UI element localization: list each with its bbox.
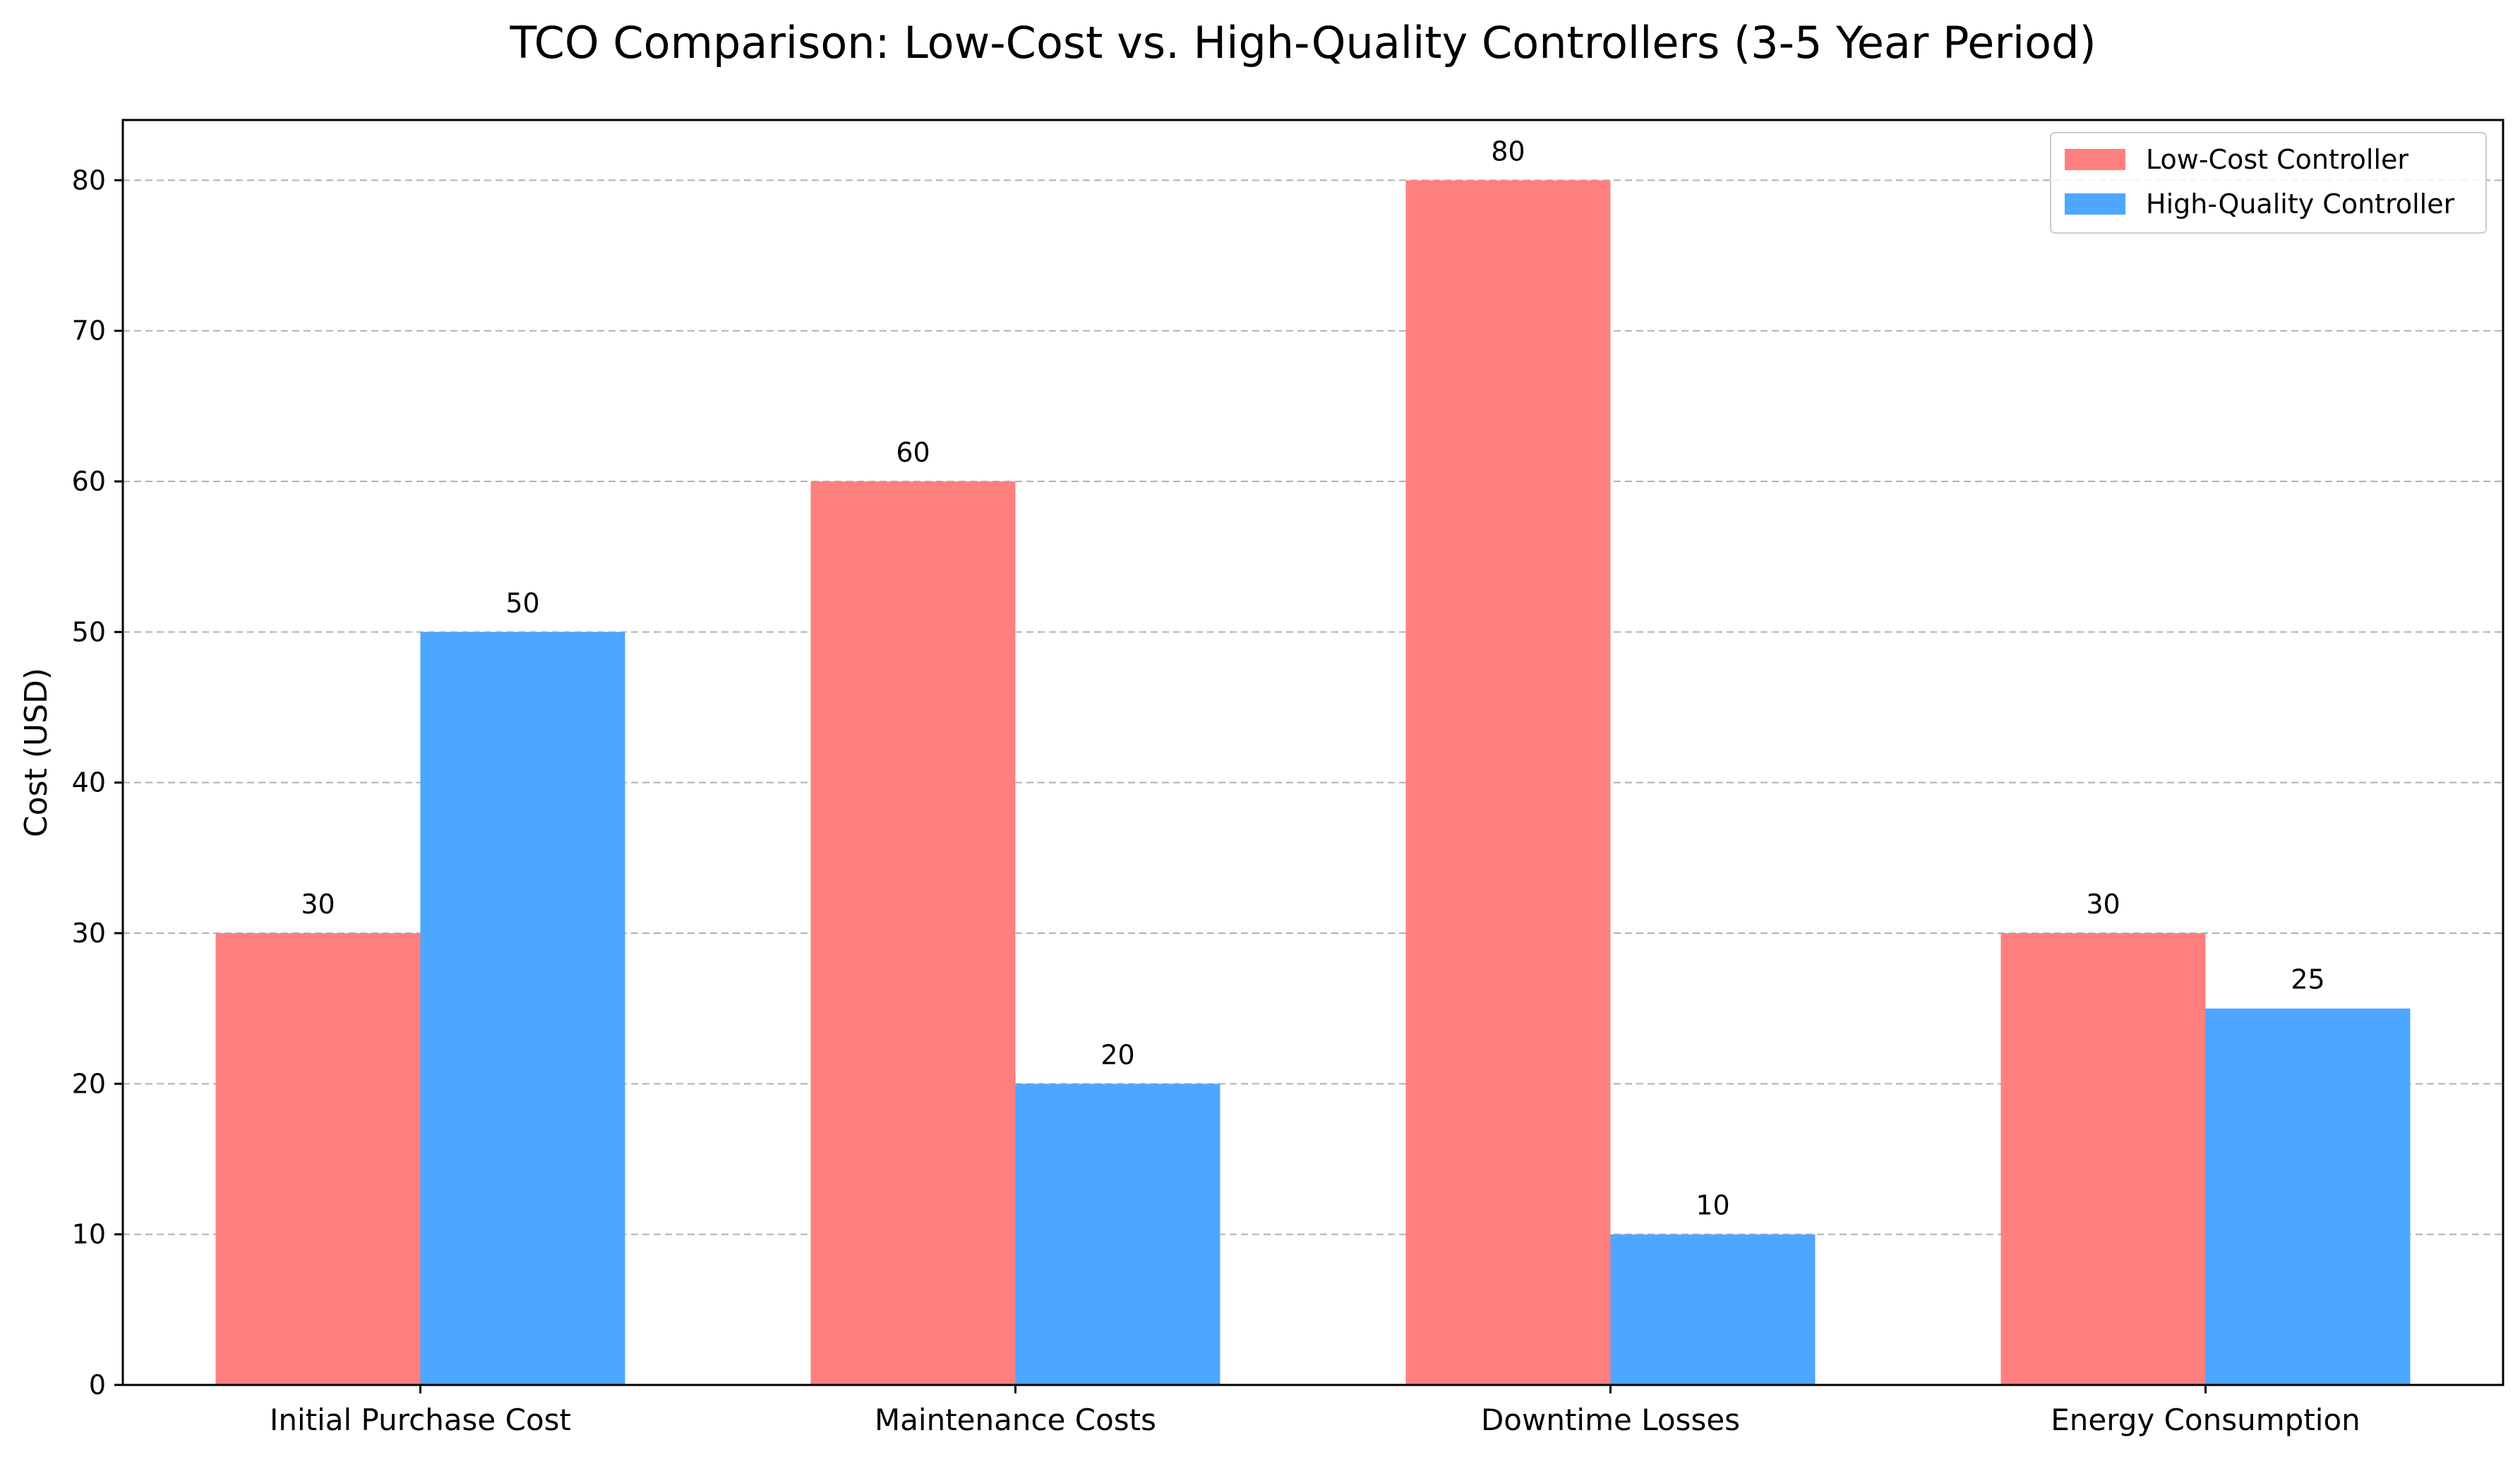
bar-high-quality bbox=[2205, 1008, 2411, 1385]
legend-box bbox=[2050, 132, 2487, 234]
bar-low-cost bbox=[1405, 180, 1611, 1385]
y-tick-label: 20 bbox=[72, 1068, 106, 1099]
legend-swatch-high-quality bbox=[2065, 193, 2125, 215]
x-tick-label: Initial Purchase Cost bbox=[270, 1403, 571, 1437]
bar-low-cost bbox=[2000, 933, 2206, 1385]
x-tick-label: Downtime Losses bbox=[1481, 1403, 1740, 1437]
x-tick-label: Energy Consumption bbox=[2051, 1403, 2360, 1437]
x-axis: Initial Purchase Cost Maintenance Costs Do… bbox=[270, 1385, 2360, 1437]
bar-high-quality bbox=[1015, 1084, 1220, 1385]
y-tick-label: 30 bbox=[72, 918, 106, 949]
y-tick-label: 40 bbox=[72, 767, 106, 798]
legend-label-high-quality: High-Quality Controller bbox=[2146, 188, 2455, 220]
x-tick-label: Maintenance Costs bbox=[875, 1403, 1156, 1437]
bar-low-cost bbox=[215, 933, 421, 1385]
bar-low-cost bbox=[810, 481, 1016, 1385]
y-tick-label: 10 bbox=[72, 1219, 106, 1250]
y-axis: 0 10 20 30 40 50 60 70 80 bbox=[72, 164, 123, 1400]
bar-value-label: 80 bbox=[1491, 136, 1525, 167]
bar-value-label: 20 bbox=[1100, 1039, 1134, 1070]
bar-value-label: 50 bbox=[505, 587, 539, 618]
y-tick-label: 70 bbox=[72, 316, 106, 347]
bar-value-label: 30 bbox=[2086, 889, 2120, 920]
chart-title: TCO Comparison: Low-Cost vs. High-Qualit… bbox=[509, 17, 2096, 68]
y-tick-label: 50 bbox=[72, 616, 106, 647]
bar-high-quality bbox=[420, 632, 625, 1386]
bar-value-label: 30 bbox=[301, 889, 335, 920]
bar-value-label: 25 bbox=[2291, 964, 2324, 995]
bar-high-quality bbox=[1610, 1234, 1816, 1385]
legend-swatch-low-cost bbox=[2065, 149, 2125, 170]
y-axis-label: Cost (USD) bbox=[18, 668, 54, 837]
legend-label-low-cost: Low-Cost Controller bbox=[2146, 144, 2408, 175]
bar-value-label: 60 bbox=[896, 437, 930, 468]
legend: Low-Cost Controller High-Quality Control… bbox=[2050, 132, 2487, 234]
y-tick-label: 60 bbox=[72, 466, 106, 497]
plot-area-frame bbox=[121, 119, 2504, 1386]
y-tick-label: 0 bbox=[89, 1369, 106, 1400]
value-labels: 30 50 60 20 80 10 30 25 bbox=[301, 136, 2324, 1220]
y-tick-label: 80 bbox=[72, 164, 106, 196]
bar-value-label: 10 bbox=[1696, 1190, 1729, 1221]
bars bbox=[215, 180, 2411, 1386]
